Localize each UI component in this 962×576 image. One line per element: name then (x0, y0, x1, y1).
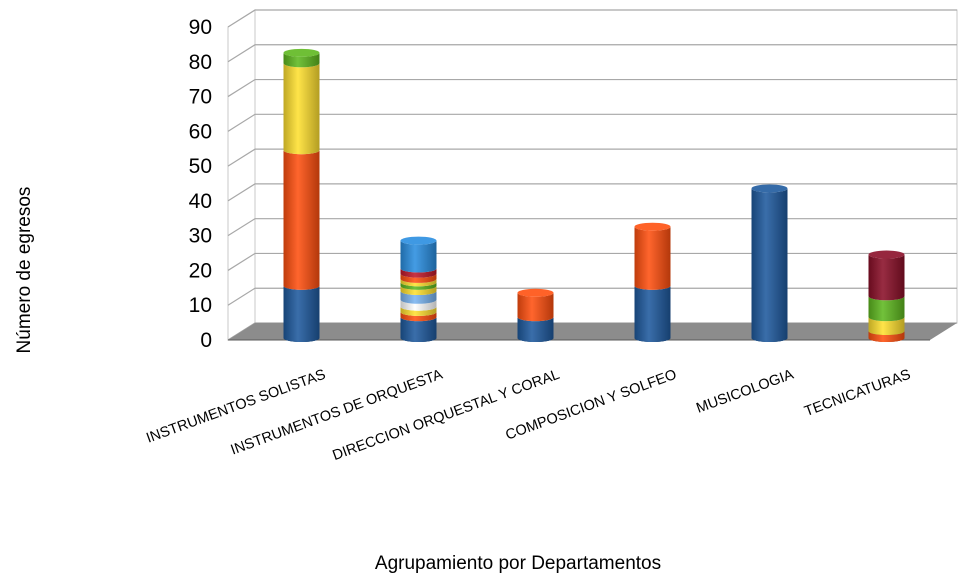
bar-stack (868, 250, 905, 342)
bar-segment (634, 285, 671, 342)
x-axis-title: Agrupamiento por Departamentos (375, 553, 661, 574)
gridline (227, 252, 957, 271)
bar-segment (283, 63, 320, 155)
bar-segment (283, 150, 320, 290)
y-tick-label: 70 (189, 86, 212, 109)
bar-segment (868, 296, 905, 322)
y-tick-label: 20 (189, 259, 212, 282)
y-axis-title: Número de egresos (14, 187, 35, 354)
x-tick-label: INSTRUMENTOS SOLISTAS (144, 367, 328, 447)
bar-segment (400, 311, 437, 322)
bar-segment (751, 188, 788, 342)
bar-segment (400, 299, 437, 311)
bar-top (751, 184, 788, 193)
back-wall (254, 9, 958, 324)
bar-top (400, 236, 437, 245)
bar-stack (400, 236, 437, 342)
gridline (227, 9, 957, 28)
y-tick-label: 80 (189, 51, 212, 74)
gridline (227, 218, 957, 237)
gridlines (227, 9, 957, 341)
y-tick-label: 0 (200, 329, 212, 352)
gridline (227, 78, 957, 98)
plot-walls (227, 9, 958, 341)
y-tick-label: 40 (189, 190, 212, 213)
y-tick-label: 30 (189, 225, 212, 248)
bar-segment (283, 285, 320, 342)
x-tick-label: TECNICATURAS (802, 367, 912, 420)
bar-segment (400, 278, 437, 287)
bar-segment (400, 291, 437, 304)
bar-segment (517, 317, 554, 342)
bar-stack (751, 184, 788, 342)
bar-stack (283, 48, 320, 342)
bar-segment (400, 306, 437, 316)
bar-segment (868, 254, 905, 301)
y-tick-label: 90 (189, 16, 212, 39)
bar-top (868, 250, 905, 259)
gridline (227, 113, 957, 132)
gridline (227, 148, 957, 167)
bar-segment (283, 52, 320, 68)
bar-segment (400, 285, 437, 296)
y-tick-label: 10 (189, 294, 212, 317)
bar-segment (400, 268, 437, 278)
bar-segment (400, 240, 437, 273)
x-tick-label: INSTRUMENTOS DE ORQUESTA (229, 367, 445, 459)
x-tick-label: DIRECCION ORQUESTAL Y CORAL (331, 367, 562, 464)
gridline (227, 183, 957, 202)
y-tick-label: 60 (189, 120, 212, 143)
floor-top (228, 323, 957, 340)
bar-stack (517, 288, 554, 342)
bar-segment (517, 292, 554, 322)
x-tick-label: MUSICOLOGIA (694, 367, 796, 417)
bar-top (517, 288, 554, 297)
bar-segment (400, 282, 437, 290)
gridline (227, 44, 957, 63)
y-tick-label: 50 (189, 155, 212, 178)
gridline (227, 287, 957, 306)
bar-segment (400, 273, 437, 283)
bar-top (283, 48, 320, 57)
bar-stack (634, 222, 671, 342)
bar-segment (634, 226, 671, 290)
bar-top (634, 222, 671, 231)
plot-floor (228, 323, 957, 341)
y-tick-labels: 0 10 20 30 40 50 60 70 80 90 (189, 16, 212, 352)
bars (283, 48, 905, 342)
bar-segment (868, 317, 905, 336)
bar-segment (868, 331, 905, 342)
bar-segment (400, 317, 437, 342)
